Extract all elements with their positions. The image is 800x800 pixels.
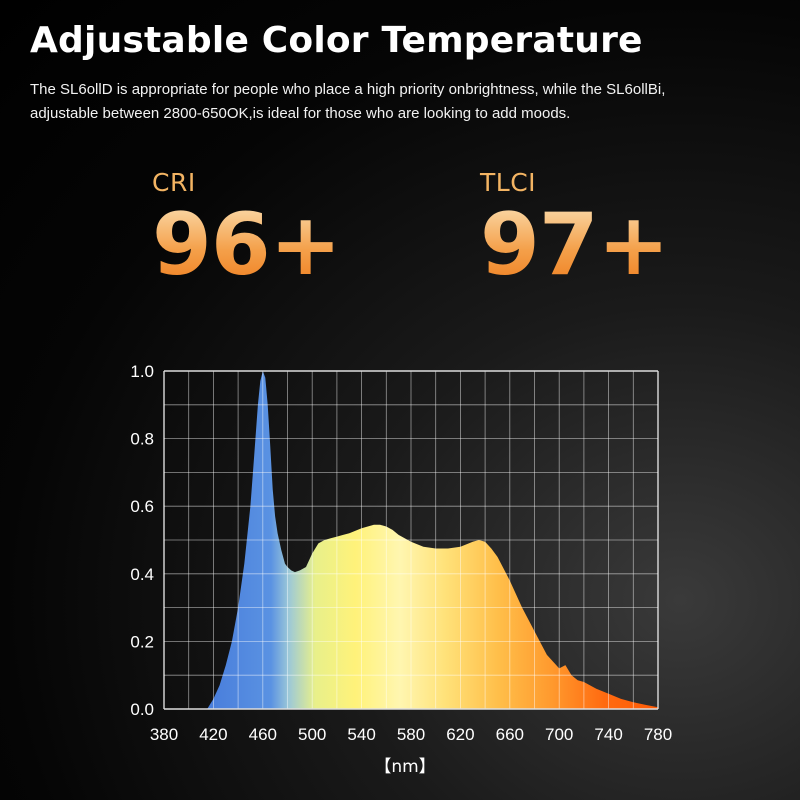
y-tick-label: 0.8 (130, 430, 154, 449)
x-axis-ticks: 380 420 460 500 540 580 620 660 700 740 780 (150, 725, 672, 744)
description-line: adjustable between 2800-650OK,is ideal f… (30, 105, 571, 122)
x-tick-label: 780 (644, 725, 672, 744)
tlci-value: 97+ (480, 195, 670, 295)
x-tick-label: 580 (397, 725, 425, 744)
cri-value: 96+ (152, 195, 342, 295)
cri-label: CRI (152, 168, 196, 197)
x-tick-label: 540 (347, 725, 375, 744)
x-tick-label: 660 (496, 725, 524, 744)
y-tick-label: 0.0 (130, 700, 154, 719)
x-axis-unit-label: 【nm】 (374, 757, 435, 777)
y-tick-label: 0.6 (130, 497, 154, 516)
x-tick-label: 620 (446, 725, 474, 744)
page-title: Adjustable Color Temperature (30, 20, 643, 61)
x-tick-label: 500 (298, 725, 326, 744)
x-tick-label: 460 (249, 725, 277, 744)
x-tick-label: 700 (545, 725, 573, 744)
y-tick-label: 0.2 (130, 632, 154, 651)
x-tick-label: 740 (594, 725, 622, 744)
tlci-metric: TLCI 97+ (480, 168, 670, 295)
x-tick-label: 420 (199, 725, 227, 744)
y-tick-label: 1.0 (130, 362, 154, 381)
cri-metric: CRI 96+ (152, 168, 342, 295)
description-line: The SL6ollD is appropriate for people wh… (30, 81, 666, 98)
tlci-label: TLCI (480, 168, 537, 197)
grid-lines (163, 370, 659, 710)
y-axis-ticks: 0.0 0.2 0.4 0.6 0.8 1.0 (130, 362, 154, 719)
x-tick-label: 380 (150, 725, 178, 744)
description-text: The SL6ollD is appropriate for people wh… (30, 78, 775, 126)
y-tick-label: 0.4 (130, 565, 154, 584)
